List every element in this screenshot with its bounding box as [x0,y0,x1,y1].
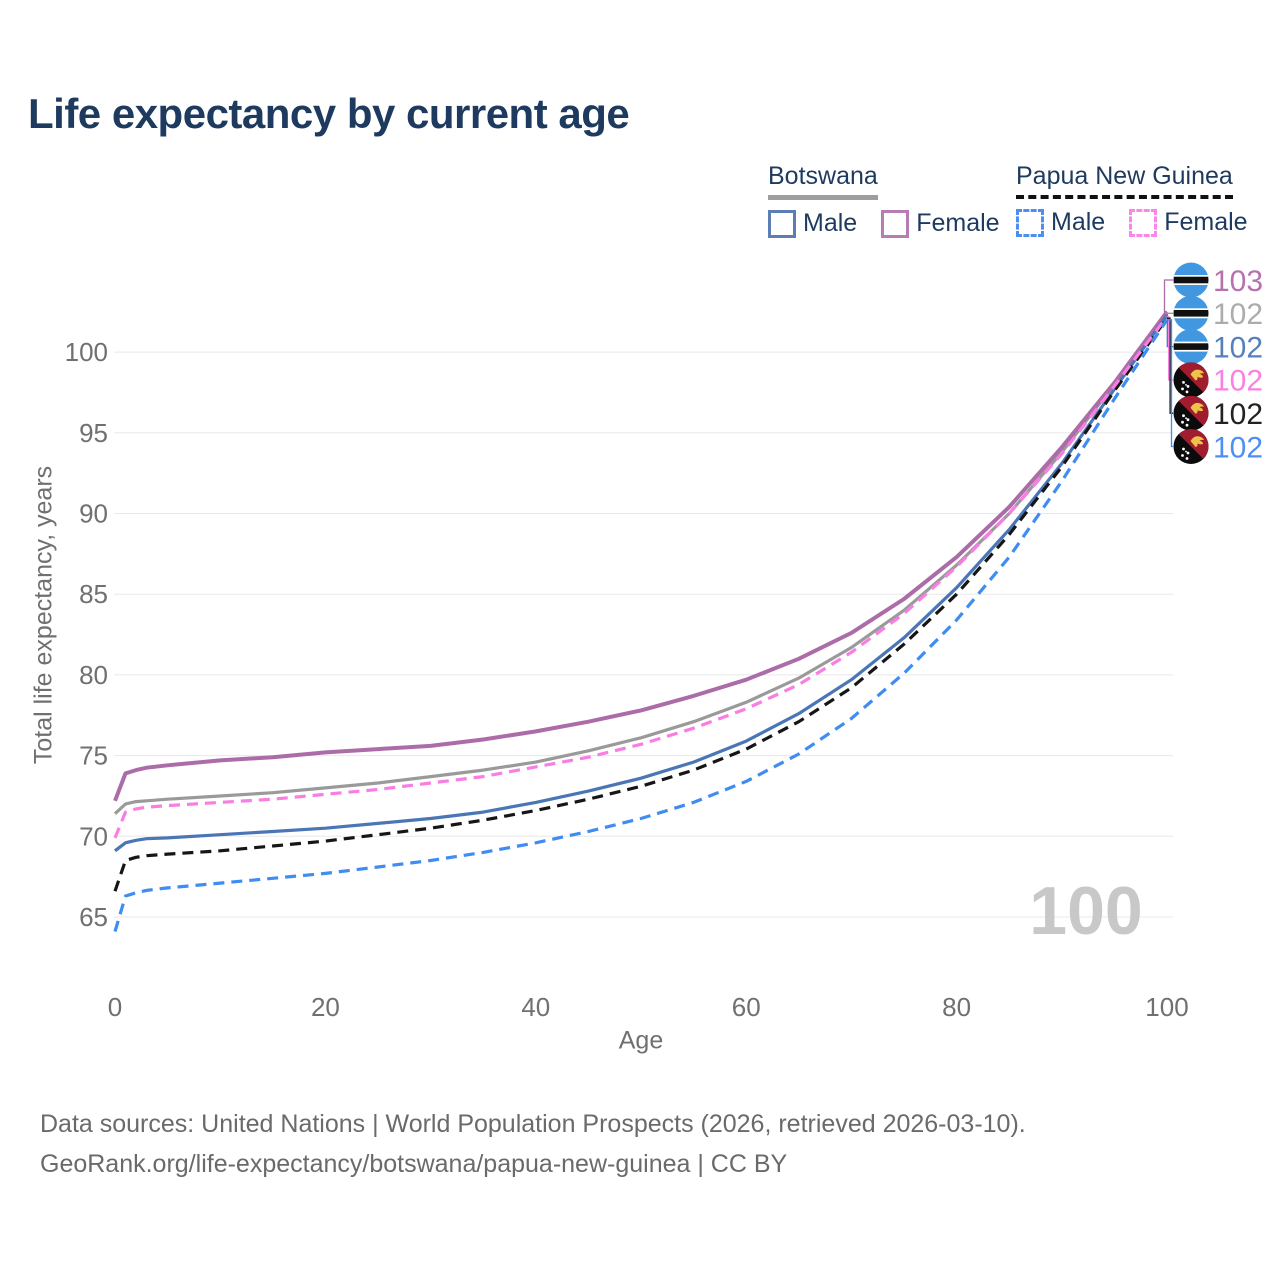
legend-label: Female [1164,208,1248,236]
legend-item-botswana-female[interactable]: Female [881,209,1000,238]
png-female-swatch-icon [1129,208,1158,237]
papua-new-guinea-flag-icon [1173,362,1209,398]
legend-country-papua-new-guinea: Papua New Guinea [1016,162,1233,199]
end-value-label: 102 [1213,431,1263,464]
line-botswana-female[interactable] [113,310,1169,802]
y-tick-label: 65 [79,902,108,932]
legend-label: Male [1051,208,1106,236]
legend-label: Female [916,209,1000,237]
legend-item-png-male[interactable]: Male [1016,208,1105,237]
papua-new-guinea-flag-icon [1173,429,1209,464]
png-male-swatch-icon [1016,208,1044,237]
legend-group-papua-new-guinea: Papua New Guinea Male Female [1016,162,1248,237]
legend-country-botswana: Botswana [768,162,878,200]
line-papua-new-guinea-total[interactable] [113,317,1169,892]
page-title: Life expectancy by current age [28,90,630,137]
x-tick-label: 80 [942,992,971,1022]
legend-item-png-female[interactable]: Female [1129,208,1248,237]
line-papua-new-guinea-female[interactable] [113,315,1169,839]
line-botswana-male[interactable] [114,314,1169,853]
x-tick-label: 100 [1145,992,1188,1022]
y-tick-label: 90 [79,499,108,529]
label-connector [1167,319,1173,448]
x-axis-title: Age [618,1026,664,1055]
end-value-label: 103 [1213,265,1263,298]
x-tick-label: 0 [108,992,122,1022]
y-tick-label: 100 [65,337,108,367]
y-tick-label: 70 [79,821,108,851]
end-value-label: 102 [1213,398,1263,431]
line-botswana-total[interactable] [113,312,1169,815]
legend-label: Male [803,209,858,237]
papua-new-guinea-flag-icon [1173,395,1209,431]
y-tick-label: 75 [79,741,108,771]
y-tick-label: 85 [79,579,108,609]
botswana-male-swatch-icon [768,209,796,238]
y-axis-title: Total life expectancy, years [29,465,58,765]
line-papua-new-guinea-male[interactable] [113,318,1169,932]
x-tick-label: 40 [521,992,550,1022]
x-tick-label: 60 [732,992,761,1022]
end-value-label: 102 [1213,365,1263,398]
legend-group-botswana: Botswana Male Female [768,162,1000,238]
label-connector [1163,279,1173,313]
end-value-label: 102 [1213,331,1263,364]
age-watermark: 100 [1029,873,1143,949]
y-tick-label: 95 [79,418,108,448]
x-tick-label: 20 [311,992,340,1022]
botswana-female-swatch-icon [881,209,910,238]
y-tick-label: 80 [79,660,108,690]
botswana-flag-icon [1173,295,1209,331]
end-value-label: 102 [1213,298,1263,331]
footer-data-sources: Data sources: United Nations | World Pop… [40,1110,1026,1138]
botswana-flag-icon [1173,329,1209,365]
botswana-flag-icon [1173,262,1209,298]
footer-attribution: GeoRank.org/life-expectancy/botswana/pap… [40,1150,788,1178]
legend-item-botswana-male[interactable]: Male [768,209,857,238]
